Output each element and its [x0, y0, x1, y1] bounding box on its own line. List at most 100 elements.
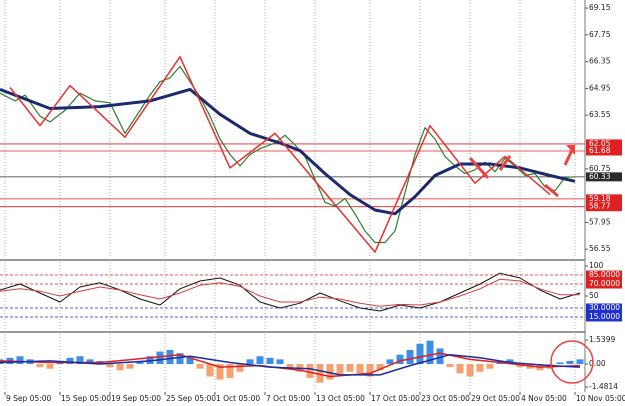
x-tick-label: 19 Sep 05:00	[111, 394, 161, 403]
histogram-bar	[416, 343, 424, 365]
level-label-box	[586, 270, 622, 280]
histogram-bar	[356, 364, 364, 374]
histogram-bar	[426, 340, 434, 365]
level-label-box	[586, 139, 622, 149]
y-tick-label: 1.5399	[589, 335, 615, 344]
series-line	[0, 87, 576, 216]
series-line	[0, 353, 581, 376]
series-line	[0, 272, 581, 312]
histogram-bar	[66, 357, 74, 365]
panel-separator	[0, 259, 585, 261]
y-tick-label: 66.35	[589, 57, 611, 66]
level-label-box	[586, 146, 622, 156]
x-tick-label: 17 Oct 05:00	[371, 394, 420, 403]
histogram-bar	[86, 359, 94, 365]
histogram-bar	[326, 364, 334, 380]
histogram-bar	[186, 357, 194, 365]
arrow	[544, 183, 559, 198]
arrow	[498, 155, 512, 171]
histogram-bar	[476, 364, 484, 372]
histogram-bar	[166, 350, 174, 365]
level-label-box	[586, 279, 622, 289]
series-line	[0, 278, 580, 307]
annotation-arrows	[468, 145, 575, 198]
histogram-bar	[146, 356, 154, 365]
histogram-bar	[506, 359, 514, 365]
annotation-circle	[550, 340, 594, 384]
histogram-bar	[246, 359, 254, 365]
histogram-bar	[436, 348, 444, 365]
histogram-bar	[516, 364, 524, 368]
histogram-bar	[336, 364, 344, 375]
histogram-bar	[236, 364, 244, 372]
panel-separator	[0, 331, 585, 333]
histogram-bar	[256, 356, 264, 365]
histogram-bar	[346, 364, 354, 372]
level-label-box	[586, 312, 622, 322]
level-label: 59.18	[589, 194, 611, 203]
histogram-bar	[446, 364, 454, 368]
x-tick-label: 15 Sep 05:00	[61, 394, 111, 403]
histogram-bar	[456, 364, 464, 374]
y-tick-label: 57.95	[589, 217, 611, 226]
histogram-bar	[36, 364, 44, 368]
x-tick-label: 10 Nov 05:00	[576, 394, 625, 403]
x-tick-label: 4 Nov 05:00	[521, 394, 567, 403]
histogram-bar	[566, 360, 574, 365]
histogram-bar	[366, 364, 374, 377]
histogram-bar	[396, 354, 404, 365]
histogram-bar	[306, 364, 314, 379]
histogram-bar	[486, 364, 494, 369]
y-tick-label: 100	[589, 261, 604, 270]
histogram-bar	[16, 356, 24, 365]
level-label: 70.0000	[589, 279, 620, 288]
histogram-bar	[206, 364, 214, 377]
histogram-bar	[216, 364, 224, 380]
y-tick-label: 60.75	[589, 164, 611, 173]
level-label: 85.0000	[589, 270, 620, 279]
level-label-box	[586, 194, 622, 204]
y-tick-label: 64.95	[589, 83, 611, 92]
x-tick-label: 25 Sep 05:00	[166, 394, 216, 403]
level-label: 15.0000	[589, 312, 620, 321]
x-tick-label: 9 Sep 05:00	[6, 394, 52, 403]
level-label-box	[586, 303, 622, 313]
histogram-bar	[316, 364, 324, 383]
histogram-bar	[46, 364, 54, 369]
series-line	[0, 352, 581, 378]
arrow	[468, 156, 490, 180]
arrow-head	[566, 145, 575, 155]
y-tick-label: 67.75	[589, 30, 611, 39]
histogram-bar	[156, 351, 164, 365]
histogram-bar	[126, 364, 134, 369]
histogram-bar	[406, 350, 414, 365]
histogram-bar	[116, 364, 124, 371]
histogram-bar	[386, 359, 394, 365]
histogram-bar	[376, 364, 384, 371]
x-tick-label: 13 Oct 05:00	[316, 394, 365, 403]
y-tick-label: -1.4814	[589, 382, 618, 391]
histogram-bar	[106, 364, 114, 368]
x-tick-label: 1 Oct 05:00	[216, 394, 260, 403]
x-tick-label: 29 Oct 05:00	[471, 394, 520, 403]
histogram-bar	[576, 359, 584, 365]
y-tick-label: 69.15	[589, 3, 611, 12]
y-tick-label: 50	[589, 291, 599, 300]
x-tick-label: 7 Oct 05:00	[266, 394, 310, 403]
histogram-bar	[286, 364, 294, 368]
x-tick-label: 23 Oct 05:00	[421, 394, 470, 403]
histogram-bar	[226, 364, 234, 379]
series-line	[9, 56, 551, 253]
histogram-bar	[76, 356, 84, 365]
level-label-box	[586, 202, 622, 212]
y-tick-label: 56.55	[589, 244, 611, 253]
level-label: 60.33	[589, 172, 611, 181]
histogram-bar	[176, 353, 184, 365]
level-label-box	[586, 172, 622, 182]
histogram-bar	[196, 364, 204, 369]
histogram-bar	[136, 360, 144, 365]
y-tick-label: 63.55	[589, 110, 611, 119]
level-label: 58.77	[589, 202, 611, 211]
